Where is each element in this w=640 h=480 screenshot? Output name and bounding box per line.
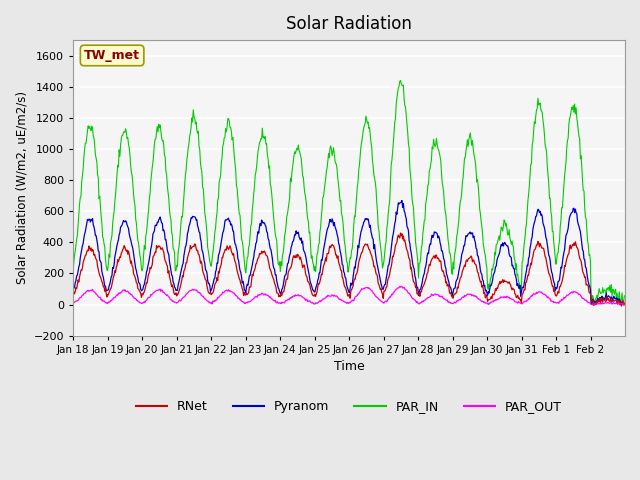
RNet [397, 230, 404, 236]
Line: Pyranom: Pyranom [73, 201, 625, 304]
Pyranom [398, 198, 406, 204]
PAR_IN [438, 170, 445, 176]
Pyranom [236, 264, 243, 269]
PAR_IN [621, 293, 629, 299]
Pyranom [407, 247, 415, 252]
RNet [69, 294, 77, 300]
PAR_IN [69, 269, 77, 275]
PAR_IN [284, 211, 291, 216]
Pyranom [438, 248, 445, 253]
Pyranom [263, 228, 271, 234]
PAR_OUT [407, 292, 415, 298]
RNet [407, 266, 415, 272]
PAR_OUT [263, 292, 271, 298]
RNet [621, 300, 629, 305]
PAR_OUT [236, 296, 243, 301]
Pyranom [134, 275, 141, 280]
PAR_IN [619, 301, 627, 307]
PAR_OUT [438, 294, 445, 300]
Pyranom [621, 301, 629, 307]
Title: Solar Radiation: Solar Radiation [286, 15, 412, 33]
PAR_OUT [284, 297, 291, 303]
RNet [438, 265, 445, 271]
PAR_IN [397, 78, 404, 84]
RNet [236, 276, 243, 282]
Y-axis label: Solar Radiation (W/m2, uE/m2/s): Solar Radiation (W/m2, uE/m2/s) [15, 91, 28, 284]
RNet [134, 286, 141, 291]
PAR_IN [134, 238, 141, 243]
RNet [263, 252, 271, 258]
Line: PAR_OUT: PAR_OUT [73, 287, 625, 304]
PAR_IN [236, 211, 243, 216]
Pyranom [588, 301, 596, 307]
Pyranom [69, 287, 77, 292]
X-axis label: Time: Time [333, 360, 364, 373]
Line: RNet: RNet [73, 233, 625, 306]
PAR_OUT [621, 301, 629, 307]
Pyranom [284, 261, 291, 267]
Text: TW_met: TW_met [84, 49, 140, 62]
PAR_IN [407, 173, 415, 179]
RNet [284, 276, 291, 282]
PAR_IN [263, 141, 271, 147]
PAR_OUT [69, 300, 77, 306]
Line: PAR_IN: PAR_IN [73, 81, 625, 304]
PAR_OUT [484, 301, 492, 307]
Legend: RNet, Pyranom, PAR_IN, PAR_OUT: RNet, Pyranom, PAR_IN, PAR_OUT [131, 395, 567, 418]
RNet [618, 303, 625, 309]
PAR_OUT [134, 298, 141, 304]
PAR_OUT [397, 284, 405, 289]
